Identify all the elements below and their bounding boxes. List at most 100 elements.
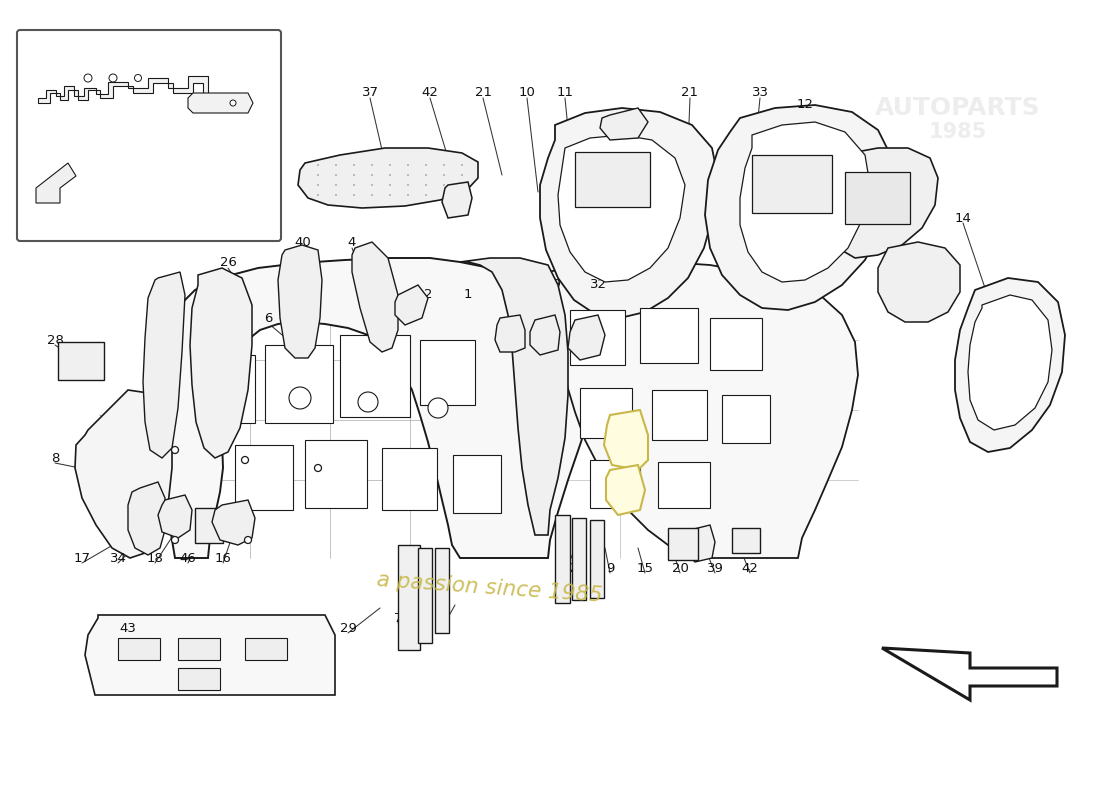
Text: 39: 39 (706, 562, 724, 574)
Text: 39: 39 (507, 278, 524, 291)
Text: 10: 10 (518, 86, 536, 99)
Circle shape (428, 398, 448, 418)
Text: 34: 34 (110, 551, 126, 565)
Polygon shape (955, 278, 1065, 452)
Circle shape (172, 537, 178, 543)
Polygon shape (188, 93, 253, 113)
Bar (453, 455, 500, 513)
Bar (418, 548, 432, 643)
Bar (732, 528, 760, 553)
Text: 14: 14 (955, 211, 971, 225)
Polygon shape (212, 500, 255, 545)
Text: 20: 20 (672, 562, 689, 574)
Text: 11: 11 (557, 86, 573, 99)
Bar (752, 155, 832, 213)
Text: 32: 32 (590, 278, 606, 291)
Text: 46: 46 (179, 551, 197, 565)
Bar (668, 528, 698, 560)
Text: 40: 40 (295, 237, 311, 250)
Circle shape (134, 74, 142, 82)
Bar (845, 172, 910, 224)
Bar (340, 335, 410, 417)
Bar (398, 545, 420, 650)
Bar (420, 340, 475, 405)
Text: 42: 42 (421, 86, 439, 99)
Bar (118, 638, 160, 660)
Polygon shape (495, 315, 525, 352)
Polygon shape (158, 495, 192, 538)
Polygon shape (685, 525, 715, 562)
Text: 19: 19 (544, 278, 561, 291)
Polygon shape (606, 465, 645, 515)
Bar (640, 308, 698, 363)
Text: 7: 7 (394, 611, 403, 625)
Text: 43: 43 (120, 622, 136, 634)
Polygon shape (298, 148, 478, 208)
Polygon shape (85, 615, 336, 695)
Bar (235, 445, 293, 510)
Bar (265, 345, 333, 423)
Circle shape (315, 465, 321, 471)
Circle shape (242, 457, 249, 463)
Polygon shape (75, 390, 172, 558)
Text: 12: 12 (796, 98, 814, 111)
Text: 1: 1 (464, 289, 472, 302)
Polygon shape (968, 295, 1052, 430)
Circle shape (358, 392, 378, 412)
Polygon shape (548, 262, 858, 558)
Polygon shape (740, 122, 870, 282)
Text: 17: 17 (74, 551, 90, 565)
Text: 9: 9 (606, 562, 614, 574)
Polygon shape (604, 410, 648, 470)
Bar (590, 520, 604, 598)
Text: 18: 18 (146, 551, 164, 565)
Text: 21: 21 (682, 86, 698, 99)
Circle shape (84, 74, 92, 82)
Polygon shape (39, 76, 208, 108)
Text: 21: 21 (474, 86, 492, 99)
Polygon shape (395, 285, 428, 325)
Polygon shape (128, 482, 165, 555)
Text: a passion since 1985: a passion since 1985 (376, 570, 604, 606)
Bar (722, 395, 770, 443)
Bar (382, 448, 437, 510)
Text: 26: 26 (220, 257, 236, 270)
Text: 42: 42 (741, 562, 758, 574)
Polygon shape (352, 242, 398, 352)
Text: 27: 27 (570, 562, 586, 574)
Text: 28: 28 (46, 334, 64, 346)
Text: 6: 6 (264, 311, 272, 325)
Circle shape (216, 383, 240, 407)
Polygon shape (143, 272, 185, 458)
Polygon shape (540, 108, 718, 318)
Bar (178, 668, 220, 690)
Polygon shape (530, 315, 560, 355)
FancyBboxPatch shape (16, 30, 280, 241)
Text: 13: 13 (884, 211, 902, 225)
Polygon shape (568, 315, 605, 360)
Text: 29: 29 (340, 622, 356, 634)
Text: 5: 5 (386, 291, 394, 305)
Polygon shape (600, 108, 648, 140)
Bar (305, 440, 367, 508)
Bar (200, 355, 255, 423)
Bar (710, 318, 762, 370)
Bar (58, 342, 104, 380)
Polygon shape (558, 135, 685, 282)
Polygon shape (278, 245, 322, 358)
Text: 25: 25 (224, 49, 242, 62)
Text: 1985: 1985 (928, 122, 987, 142)
Text: 2: 2 (424, 289, 432, 302)
Polygon shape (36, 163, 76, 203)
Bar (556, 515, 570, 603)
Circle shape (109, 74, 117, 82)
Bar (658, 462, 710, 508)
Text: 3: 3 (441, 611, 449, 625)
Circle shape (230, 100, 236, 106)
Bar (178, 638, 220, 660)
Bar (572, 518, 586, 600)
Text: GDX: GDX (119, 206, 160, 224)
Bar (195, 508, 223, 543)
Text: 4: 4 (348, 237, 356, 250)
Bar (245, 638, 287, 660)
